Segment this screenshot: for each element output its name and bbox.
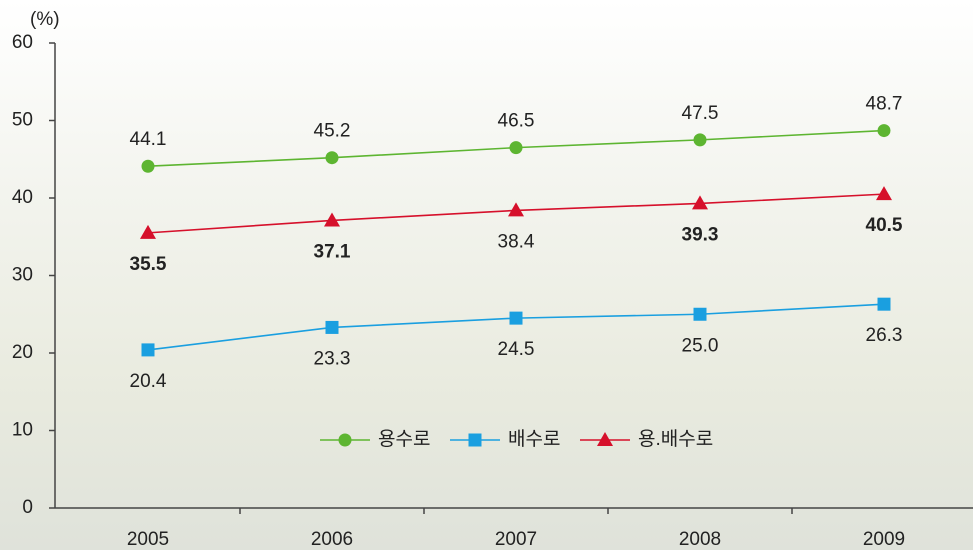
data-label: 39.3: [682, 224, 719, 245]
data-label: 23.3: [314, 348, 351, 369]
point: [338, 433, 352, 447]
y-axis-label: (%): [30, 9, 60, 30]
y-tick-label: 60: [12, 32, 33, 53]
data-label: 38.4: [498, 231, 535, 252]
point: [508, 202, 524, 217]
data-label: 46.5: [498, 111, 535, 132]
x-tick-label: 2005: [127, 529, 169, 550]
data-label: 35.5: [130, 254, 167, 275]
point: [877, 297, 891, 311]
y-tick-label: 20: [12, 342, 33, 363]
data-label: 20.4: [130, 371, 167, 392]
point: [876, 186, 892, 201]
legend-label: 용수로: [378, 429, 430, 450]
point: [693, 307, 707, 321]
point: [325, 151, 339, 165]
point: [509, 141, 523, 155]
y-tick-label: 50: [12, 110, 33, 131]
legend-label: 배수로: [508, 428, 560, 450]
data-label: 37.1: [314, 241, 351, 262]
point: [141, 159, 155, 173]
y-tick-label: 10: [12, 420, 33, 441]
data-label: 44.1: [130, 129, 167, 150]
x-tick-label: 2007: [495, 529, 537, 550]
data-label: 26.3: [866, 325, 903, 346]
point: [324, 212, 340, 227]
data-label: 25.0: [682, 335, 719, 356]
data-label: 24.5: [498, 339, 535, 360]
point: [692, 195, 708, 210]
point: [509, 311, 523, 325]
data-label: 45.2: [314, 121, 351, 142]
x-tick-label: 2008: [679, 529, 721, 550]
point: [468, 433, 482, 447]
y-tick-label: 30: [12, 265, 33, 286]
y-tick-label: 0: [22, 497, 33, 518]
y-tick-label: 40: [12, 187, 33, 208]
x-tick-label: 2009: [863, 529, 905, 550]
point: [140, 224, 156, 239]
point: [597, 432, 613, 446]
point: [325, 320, 339, 334]
point: [141, 343, 155, 357]
data-label: 48.7: [866, 94, 903, 115]
x-tick-label: 2006: [311, 529, 353, 550]
data-label: 40.5: [866, 215, 903, 236]
point: [693, 133, 707, 147]
legend-label: 용.배수로: [638, 428, 713, 450]
data-label: 47.5: [682, 103, 719, 124]
point: [877, 124, 891, 138]
